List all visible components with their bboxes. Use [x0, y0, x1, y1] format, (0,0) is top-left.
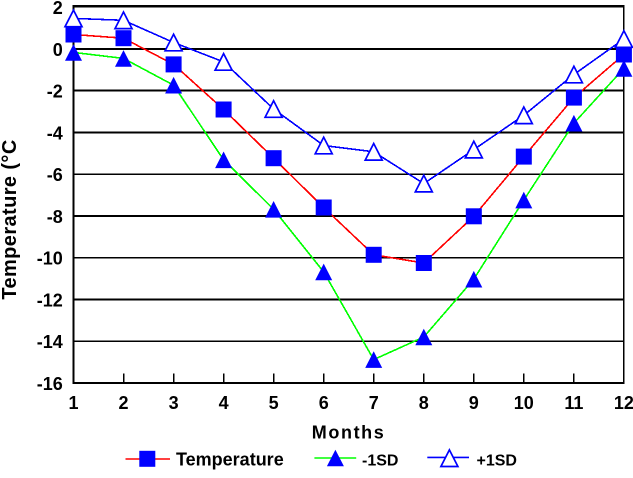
svg-text:8: 8	[419, 393, 429, 413]
svg-text:3: 3	[169, 393, 179, 413]
svg-text:9: 9	[469, 393, 479, 413]
svg-text:4: 4	[219, 393, 229, 413]
svg-text:2: 2	[53, 0, 63, 18]
svg-text:Temperature: Temperature	[176, 450, 284, 470]
svg-text:2: 2	[118, 393, 128, 413]
svg-text:-8: -8	[47, 207, 63, 227]
svg-text:-14: -14	[37, 332, 63, 352]
svg-text:-4: -4	[47, 123, 63, 143]
svg-text:10: 10	[514, 393, 534, 413]
svg-text:1: 1	[68, 393, 78, 413]
svg-text:-10: -10	[37, 249, 63, 269]
svg-text:11: 11	[564, 393, 583, 413]
svg-text:0: 0	[53, 40, 63, 60]
svg-text:-1SD: -1SD	[362, 452, 398, 469]
svg-text:-12: -12	[37, 290, 63, 310]
svg-text:Temperature (°C: Temperature (°C	[0, 139, 21, 299]
svg-text:-2: -2	[47, 82, 63, 102]
svg-text:-16: -16	[37, 374, 63, 394]
svg-text:-6: -6	[47, 165, 63, 185]
svg-text:5: 5	[269, 393, 279, 413]
svg-text:12: 12	[614, 393, 633, 413]
svg-text:6: 6	[319, 393, 329, 413]
svg-text:Months: Months	[312, 423, 386, 443]
svg-text:7: 7	[369, 393, 379, 413]
svg-text:+1SD: +1SD	[477, 452, 517, 469]
